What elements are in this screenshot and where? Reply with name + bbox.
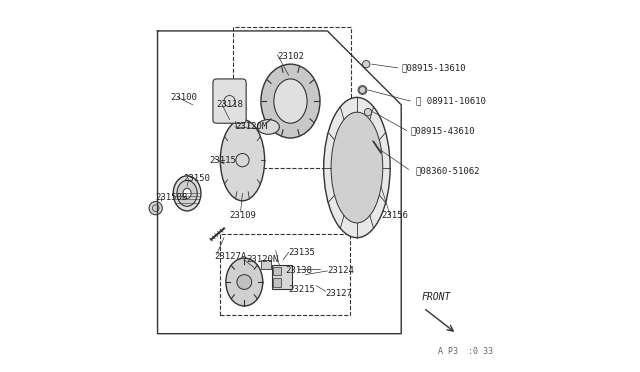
Text: 23127: 23127 — [326, 289, 353, 298]
Text: 23215: 23215 — [289, 285, 316, 294]
Ellipse shape — [173, 176, 201, 211]
Ellipse shape — [257, 119, 280, 134]
Text: 23138: 23138 — [285, 266, 312, 275]
Text: 23120N: 23120N — [246, 255, 278, 264]
Text: 23102: 23102 — [278, 52, 305, 61]
Text: 23156: 23156 — [381, 211, 408, 220]
Bar — [272, 265, 292, 289]
Bar — [233, 27, 351, 167]
Circle shape — [364, 109, 372, 116]
Circle shape — [362, 61, 370, 68]
Ellipse shape — [177, 180, 197, 206]
Circle shape — [358, 86, 367, 94]
Text: 23135: 23135 — [289, 248, 316, 257]
Text: 23150B: 23150B — [156, 193, 188, 202]
Ellipse shape — [324, 97, 390, 238]
Ellipse shape — [183, 188, 191, 199]
Bar — [261, 260, 271, 269]
Text: 23115: 23115 — [209, 155, 236, 165]
Text: 23127A: 23127A — [215, 251, 247, 261]
Bar — [273, 278, 281, 287]
Ellipse shape — [226, 258, 263, 306]
Text: Ⓢ08360-51062: Ⓢ08360-51062 — [416, 167, 481, 176]
Ellipse shape — [261, 64, 320, 138]
Text: Ⓝ 08911-10610: Ⓝ 08911-10610 — [416, 97, 486, 106]
Ellipse shape — [220, 119, 264, 201]
Bar — [220, 234, 349, 315]
Text: FRONT: FRONT — [422, 292, 451, 302]
Circle shape — [237, 275, 252, 289]
Text: 23118: 23118 — [216, 100, 243, 109]
Text: A P3  :0 33: A P3 :0 33 — [438, 347, 493, 356]
Text: 23109: 23109 — [230, 211, 257, 220]
Bar — [273, 267, 281, 275]
Text: 23150: 23150 — [184, 174, 211, 183]
Ellipse shape — [274, 79, 307, 123]
Text: 23124: 23124 — [328, 266, 355, 275]
Text: 23100: 23100 — [170, 93, 197, 102]
Text: Ⓦ08915-13610: Ⓦ08915-13610 — [401, 63, 466, 72]
Ellipse shape — [331, 112, 383, 223]
Circle shape — [149, 202, 163, 215]
Text: Ⓥ08915-43610: Ⓥ08915-43610 — [410, 126, 475, 135]
FancyBboxPatch shape — [213, 79, 246, 123]
Text: 23120M: 23120M — [235, 122, 268, 131]
